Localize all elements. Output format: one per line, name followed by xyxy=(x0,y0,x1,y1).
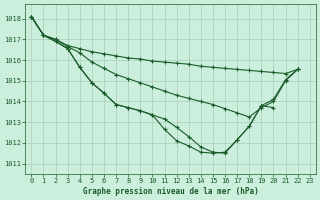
X-axis label: Graphe pression niveau de la mer (hPa): Graphe pression niveau de la mer (hPa) xyxy=(83,187,259,196)
